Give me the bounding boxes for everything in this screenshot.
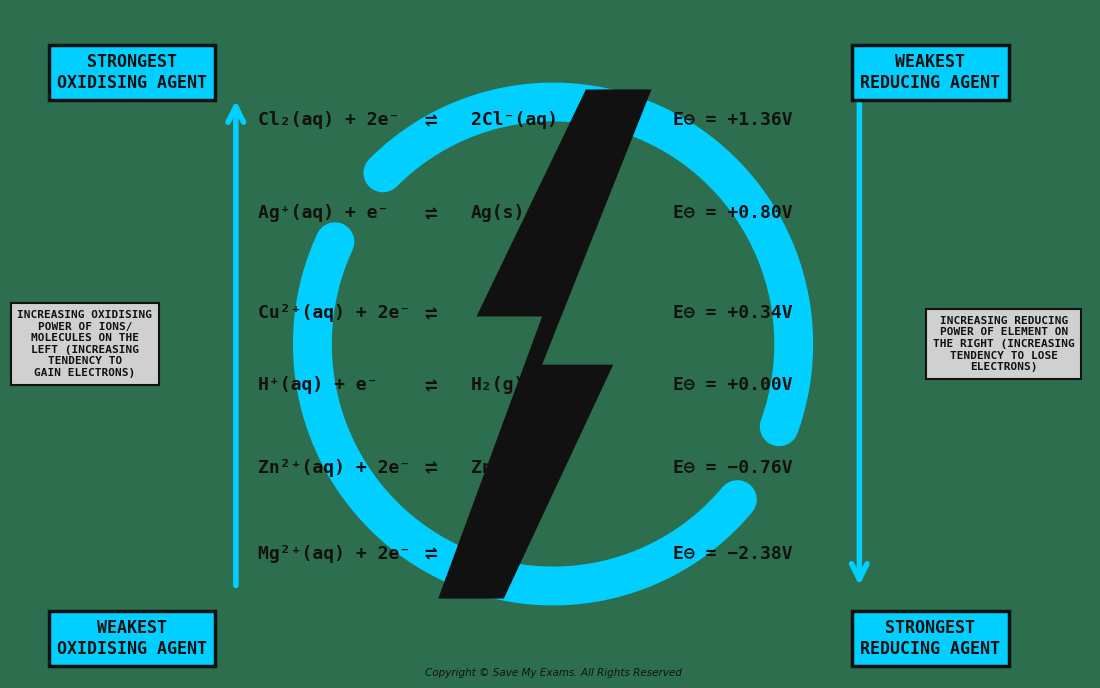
Text: H⁺(aq) + e⁻: H⁺(aq) + e⁻ [257, 376, 377, 394]
Text: Zn²⁺(aq) + 2e⁻: Zn²⁺(aq) + 2e⁻ [257, 459, 410, 477]
Text: Ag⁺(aq) + e⁻: Ag⁺(aq) + e⁻ [257, 204, 388, 222]
Text: ⇌: ⇌ [425, 203, 437, 224]
Text: ⇌: ⇌ [425, 544, 437, 564]
Text: E⊖ = −0.76V: E⊖ = −0.76V [673, 459, 793, 477]
Text: WEAKEST
OXIDISING AGENT: WEAKEST OXIDISING AGENT [57, 619, 207, 658]
Text: Copyright © Save My Exams. All Rights Reserved: Copyright © Save My Exams. All Rights Re… [425, 667, 682, 678]
Text: E⊖ = −2.38V: E⊖ = −2.38V [673, 545, 793, 563]
Polygon shape [438, 89, 651, 599]
Text: INCREASING OXIDISING
POWER OF IONS/
MOLECULES ON THE
LEFT (INCREASING
TENDENCY T: INCREASING OXIDISING POWER OF IONS/ MOLE… [18, 310, 153, 378]
Text: ⇌: ⇌ [425, 458, 437, 478]
Text: WEAKEST
REDUCING AGENT: WEAKEST REDUCING AGENT [860, 53, 1000, 92]
Text: E⊖ = +0.34V: E⊖ = +0.34V [673, 304, 793, 322]
Text: Cl₂(aq) + 2e⁻: Cl₂(aq) + 2e⁻ [257, 111, 399, 129]
Text: ⇌: ⇌ [425, 375, 437, 396]
Text: 2Cl⁻(aq): 2Cl⁻(aq) [471, 111, 558, 129]
Text: Mg(s): Mg(s) [471, 545, 526, 563]
Text: E⊖ = +0.80V: E⊖ = +0.80V [673, 204, 793, 222]
Text: E⊖ = +0.00V: E⊖ = +0.00V [673, 376, 793, 394]
Text: Ag(s): Ag(s) [471, 204, 526, 222]
Text: STRONGEST
OXIDISING AGENT: STRONGEST OXIDISING AGENT [57, 53, 207, 92]
Text: INCREASING REDUCING
POWER OF ELEMENT ON
THE RIGHT (INCREASING
TENDENCY TO LOSE
E: INCREASING REDUCING POWER OF ELEMENT ON … [933, 316, 1075, 372]
Text: Mg²⁺(aq) + 2e⁻: Mg²⁺(aq) + 2e⁻ [257, 545, 410, 563]
Text: E⊖ = +1.36V: E⊖ = +1.36V [673, 111, 793, 129]
Text: STRONGEST
REDUCING AGENT: STRONGEST REDUCING AGENT [860, 619, 1000, 658]
Text: ⇌: ⇌ [425, 110, 437, 131]
Text: H₂(g): H₂(g) [471, 376, 526, 394]
Text: Zn(s): Zn(s) [471, 459, 526, 477]
Text: ⇌: ⇌ [425, 303, 437, 323]
Text: Cu²⁺(aq) + 2e⁻: Cu²⁺(aq) + 2e⁻ [257, 304, 410, 322]
